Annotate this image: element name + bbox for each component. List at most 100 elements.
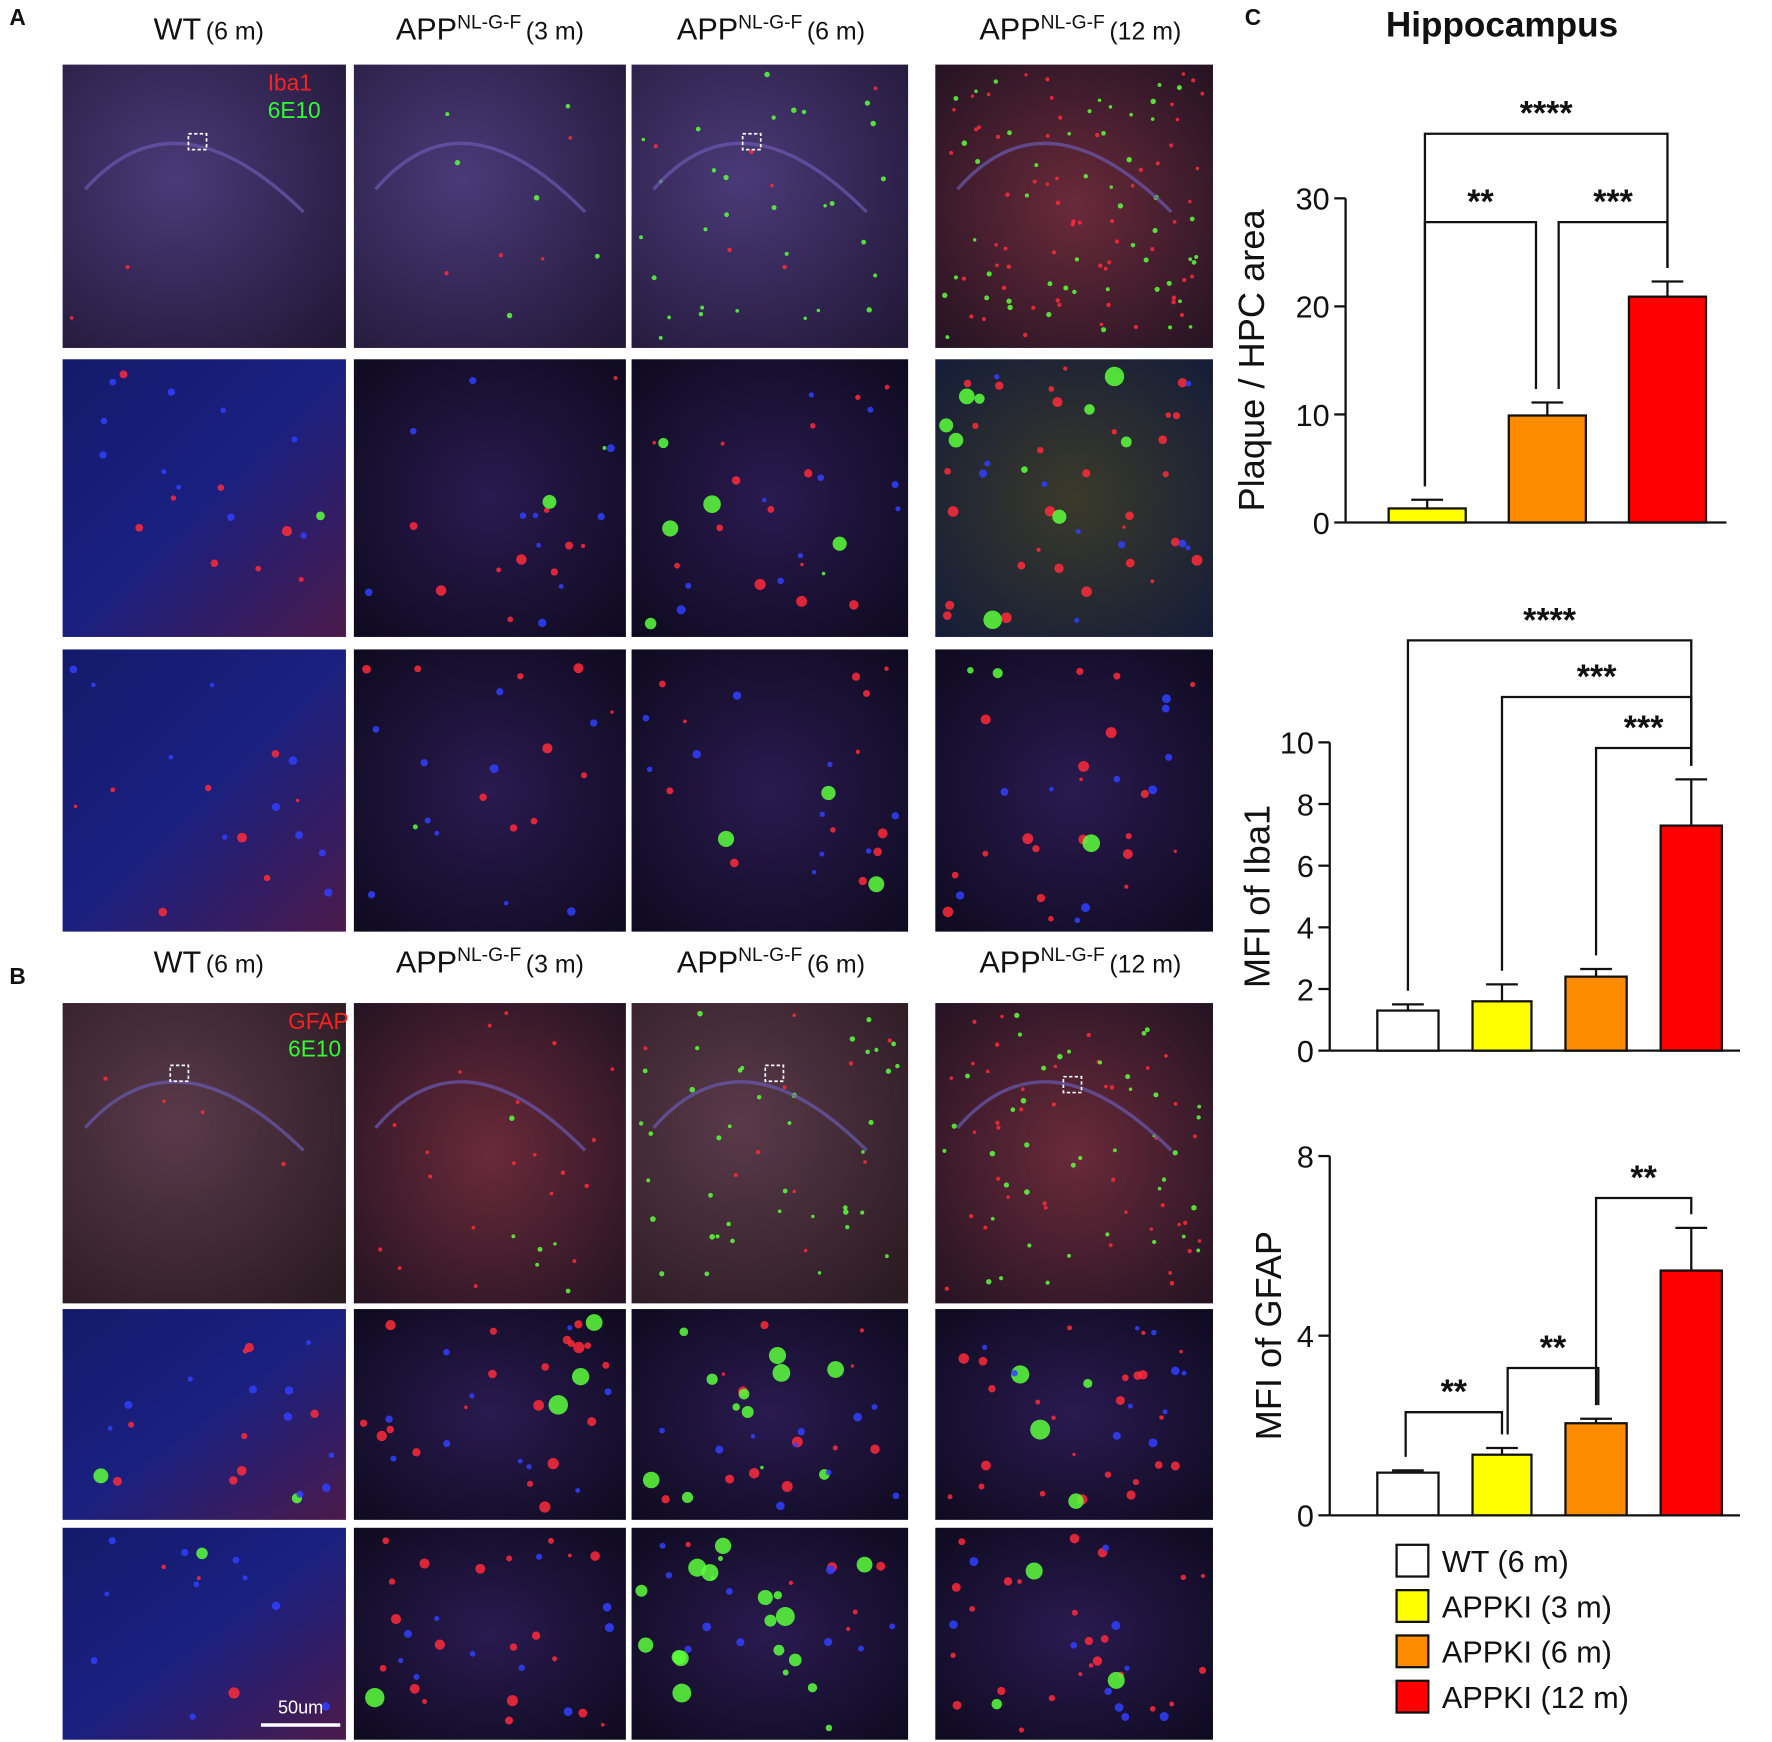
image-detail	[776, 1501, 785, 1511]
age: (6 m)	[807, 18, 865, 46]
significance-label: **	[1630, 1159, 1657, 1197]
image-detail	[944, 468, 951, 475]
image-detail	[91, 682, 96, 688]
y-tick-label: 4	[1297, 1320, 1314, 1354]
error-bar	[1411, 498, 1444, 509]
image-detail	[1000, 612, 1012, 624]
image-detail	[635, 1584, 648, 1597]
image-detail	[1125, 1074, 1131, 1080]
image-detail	[590, 1551, 600, 1561]
image-detail	[988, 1385, 996, 1393]
image-detail	[397, 1266, 402, 1271]
image-detail	[526, 1464, 532, 1470]
image-detail	[793, 1442, 799, 1448]
image-detail	[296, 1490, 304, 1498]
image-detail	[1181, 1234, 1186, 1239]
image-detail	[1170, 102, 1174, 107]
legend-label: WT (6 m)	[1442, 1545, 1569, 1579]
image-detail	[652, 141, 868, 214]
image-detail	[1079, 777, 1083, 782]
image-detail	[1020, 1087, 1025, 1092]
age: (3 m)	[526, 18, 584, 46]
image-detail	[974, 393, 985, 404]
image-detail	[1075, 529, 1081, 535]
image-detail	[803, 316, 807, 320]
column-label: APPNL-G-F (3 m)	[396, 945, 584, 979]
image-detail	[167, 388, 176, 396]
image-detail	[873, 847, 882, 857]
image-detail	[773, 1591, 783, 1600]
image-detail	[1024, 1142, 1030, 1148]
genotype-superscript: NL-G-F	[457, 945, 521, 966]
image-detail	[870, 120, 877, 127]
micrograph	[62, 1003, 346, 1304]
image-detail	[422, 1698, 428, 1704]
image-detail	[1019, 1107, 1024, 1112]
image-detail	[858, 876, 867, 886]
image-detail	[1176, 85, 1182, 91]
image-detail	[518, 1664, 525, 1671]
image-detail	[236, 1466, 247, 1476]
panel-label: A	[9, 4, 25, 30]
image-detail	[1000, 1014, 1004, 1019]
image-detail	[884, 666, 889, 671]
image-detail	[942, 611, 952, 620]
image-detail	[968, 1213, 974, 1219]
image-detail	[1109, 185, 1113, 189]
image-detail	[604, 1388, 612, 1396]
micrograph	[631, 1003, 909, 1304]
image-detail	[1124, 1210, 1128, 1214]
image-detail	[1052, 509, 1067, 524]
image-detail	[1035, 1399, 1041, 1405]
image-detail	[568, 135, 573, 140]
image-detail	[994, 374, 1000, 380]
image-detail	[1097, 98, 1102, 103]
image-detail	[825, 1469, 832, 1476]
image-detail	[1107, 1671, 1125, 1689]
image-detail	[552, 1656, 558, 1662]
image-detail	[575, 1487, 581, 1493]
age: (6 m)	[206, 18, 264, 46]
image-detail	[832, 536, 847, 551]
micrograph	[353, 1527, 626, 1740]
image-detail	[1074, 617, 1080, 623]
image-detail	[69, 665, 78, 674]
image-detail	[506, 1695, 518, 1707]
image-detail	[1074, 257, 1080, 262]
image-detail	[958, 1353, 970, 1364]
age: (6 m)	[807, 950, 865, 978]
micrograph	[935, 1309, 1213, 1520]
image-detail	[965, 1073, 970, 1079]
image-detail	[479, 793, 487, 801]
image-detail	[963, 379, 972, 388]
image-detail	[1157, 1186, 1162, 1191]
image-detail	[1170, 537, 1180, 547]
image-detail	[1083, 174, 1089, 179]
image-detail	[788, 1580, 794, 1586]
image-detail	[942, 906, 954, 918]
image-detail	[991, 1698, 1003, 1710]
image-detail	[659, 1542, 666, 1549]
image-detail	[980, 714, 991, 725]
image-detail	[953, 96, 959, 101]
image-detail	[542, 495, 557, 509]
image-detail	[803, 1248, 808, 1253]
image-detail	[1125, 833, 1132, 840]
image-detail	[750, 1434, 756, 1439]
image-detail	[1108, 105, 1113, 109]
image-detail	[895, 1063, 900, 1069]
image-detail	[99, 451, 107, 459]
image-detail	[853, 1412, 863, 1422]
image-detail	[1104, 1687, 1112, 1696]
panel-label: B	[9, 963, 25, 989]
image-detail	[321, 1702, 330, 1711]
image-detail	[764, 1614, 777, 1627]
image-detail	[475, 1563, 486, 1574]
genotype: APP	[677, 13, 738, 47]
image-detail	[1104, 1471, 1112, 1478]
image-detail	[104, 1591, 110, 1597]
image-detail	[1045, 133, 1050, 138]
y-axis-label: MFI of GFAP	[1248, 1231, 1289, 1440]
image-detail	[1113, 775, 1121, 783]
genotype-superscript: NL-G-F	[457, 12, 521, 33]
